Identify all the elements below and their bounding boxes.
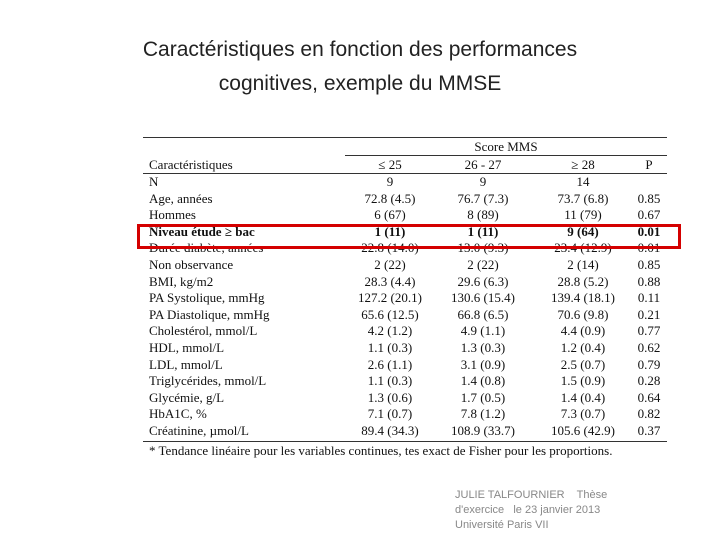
row-label: Hommes [149, 207, 196, 223]
table-cell: 0.85 [637, 190, 661, 206]
table-cell: 0.88 [637, 273, 661, 289]
column-header: ≥ 28 [571, 157, 595, 172]
table-cell: 14 [576, 174, 590, 189]
table-cell: 1.4 (0.8) [460, 373, 506, 389]
table-cell: 2 (22) [467, 257, 499, 272]
table-cell: 0.01 [637, 223, 661, 239]
table-cell: 8 (89) [467, 207, 499, 223]
table-cell: 1.1 (0.3) [367, 373, 413, 389]
table-cell: 2.5 (0.7) [560, 356, 606, 372]
table-cell: 0.85 [637, 257, 661, 272]
row-label: Non observance [149, 257, 234, 272]
table-cell: 139.4 (18.1) [551, 290, 615, 306]
table-cell: 4.2 (1.2) [367, 323, 413, 339]
table-cell: 28.8 (5.2) [557, 273, 609, 289]
table-cell: 7.3 (0.7) [560, 406, 606, 422]
table-cell: 127.2 (20.1) [358, 290, 422, 306]
table-cell: 0.11 [637, 290, 661, 306]
table-cell: 2 (22) [374, 257, 406, 272]
table-cell: 1.2 (0.4) [560, 340, 606, 355]
table-cell: 1.3 (0.3) [460, 340, 506, 355]
table-cell: 0.21 [637, 306, 661, 322]
table-cell: 1.5 (0.9) [560, 373, 606, 389]
table-cell: 7.1 (0.7) [367, 406, 413, 422]
row-label: PA Systolique, mmHg [149, 290, 265, 306]
highlight-box [137, 224, 681, 249]
table-cell: 72.8 (4.5) [364, 190, 416, 206]
rule [345, 155, 667, 156]
title-line: Caractéristiques en fonction des perform… [142, 38, 578, 61]
row-label: Créatinine, µmol/L [149, 423, 249, 438]
footer-line: JULIE TALFOURNIER Thèse [455, 489, 608, 501]
table-cell: 1.3 (0.6) [367, 389, 413, 405]
table-cell: 65.6 (12.5) [361, 306, 419, 322]
table-cell: 1.1 (0.3) [367, 340, 413, 355]
row-label: PA Diastolique, mmHg [149, 306, 270, 322]
table-cell: 11 (79) [564, 207, 602, 223]
row-label: Niveau étude ≥ bac [149, 223, 255, 239]
table-cell: 1.7 (0.5) [460, 389, 506, 405]
table-cell: 4.4 (0.9) [560, 323, 606, 339]
row-label: Glycémie, g/L [149, 389, 225, 405]
table-cell: 0.67 [637, 207, 661, 223]
table-cell: 70.6 (9.8) [557, 306, 609, 322]
table-cell: 0.64 [637, 389, 661, 405]
table-cell: 66.8 (6.5) [457, 306, 509, 322]
table-cell: 2 (14) [567, 257, 599, 272]
row-label: Cholestérol, mmol/L [149, 323, 258, 339]
table-cell: 0.37 [637, 423, 661, 438]
row-label: N [149, 174, 159, 189]
column-header: Caractéristiques [149, 157, 233, 172]
row-label: LDL, mmol/L [149, 356, 223, 372]
table-cell: 29.6 (6.3) [457, 273, 509, 289]
table-cell: 9 (64) [567, 223, 599, 239]
table-cell: 73.7 (6.8) [557, 190, 609, 206]
rule [143, 137, 667, 138]
table-cell: 0.79 [637, 356, 661, 372]
row-label: BMI, kg/m2 [149, 273, 214, 289]
table-cell: 1 (11) [374, 223, 406, 239]
table-cell: 1 (11) [467, 223, 499, 239]
group-header: Score MMS [474, 139, 538, 154]
table-cell: 4.9 (1.1) [460, 323, 506, 339]
column-header: 26 - 27 [464, 157, 502, 172]
table-cell: 9 [479, 174, 487, 189]
table-cell: 108.9 (33.7) [451, 423, 515, 438]
footer-line: Université Paris VII [455, 519, 549, 531]
table-cell: 7.8 (1.2) [460, 406, 506, 422]
table-cell: 1.4 (0.4) [560, 389, 606, 405]
table-cell: 89.4 (34.3) [361, 423, 419, 438]
column-header: ≤ 25 [378, 157, 402, 172]
rule [143, 173, 667, 174]
table-cell: 130.6 (15.4) [451, 290, 515, 306]
row-label: Triglycérides, mmol/L [149, 373, 267, 389]
table-cell: 0.82 [637, 406, 661, 422]
footnote: * Tendance linéaire pour les variables c… [149, 443, 613, 458]
title-line: cognitives, exemple du MMSE [218, 72, 502, 95]
column-header: P [645, 157, 653, 172]
row-label: HbA1C, % [149, 406, 207, 422]
table-cell: 76.7 (7.3) [457, 190, 509, 206]
footer-line: d'exercice le 23 janvier 2013 [455, 504, 601, 516]
table-cell: 0.77 [637, 323, 661, 339]
table-cell: 9 [386, 174, 394, 189]
row-label: Age, années [149, 190, 213, 206]
table-cell: 6 (67) [374, 207, 406, 223]
row-label: HDL, mmol/L [149, 340, 225, 355]
table-cell: 2.6 (1.1) [367, 356, 413, 372]
table-cell: 3.1 (0.9) [460, 356, 506, 372]
table-cell: 0.62 [637, 340, 661, 355]
table-cell: 28.3 (4.4) [364, 273, 416, 289]
table-cell: 105.6 (42.9) [551, 423, 615, 438]
table-cell: 0.28 [637, 373, 661, 389]
rule [143, 441, 667, 442]
